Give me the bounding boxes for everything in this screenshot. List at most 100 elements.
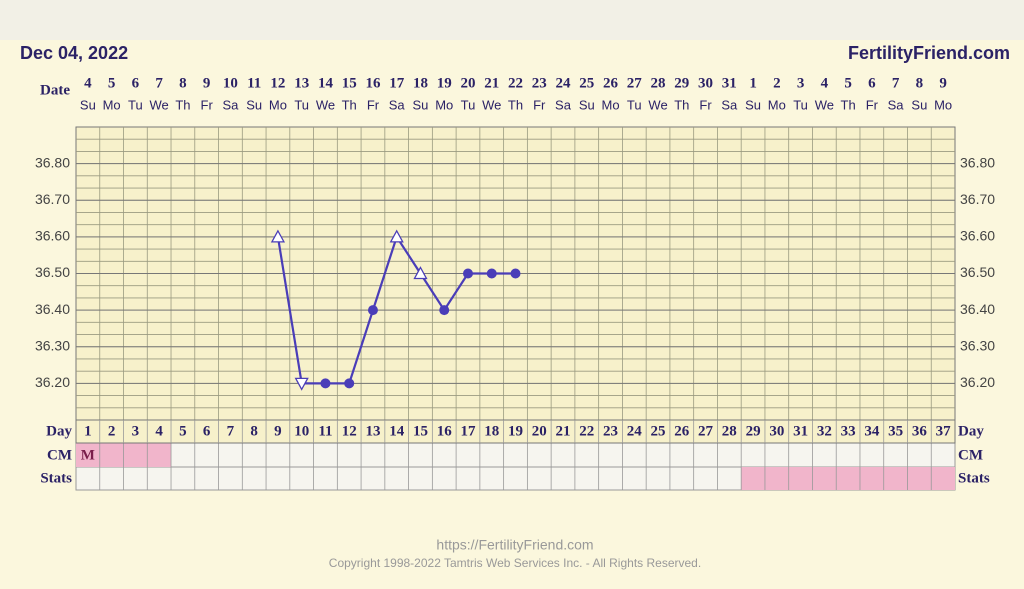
- date-number: 15: [342, 75, 357, 91]
- cm-value: M: [81, 447, 95, 463]
- weekday: Su: [413, 97, 429, 112]
- date-number: 25: [579, 75, 594, 91]
- date-number: 14: [318, 75, 334, 91]
- top-band: [0, 0, 1024, 40]
- stats-shade: [764, 467, 789, 490]
- day-number: 30: [769, 423, 784, 439]
- temperature-point: [294, 377, 309, 391]
- date-number: 11: [247, 75, 261, 91]
- weekday: Fr: [699, 97, 712, 112]
- day-number: 33: [841, 423, 856, 439]
- date-number: 24: [556, 75, 572, 91]
- weekday: We: [150, 97, 169, 112]
- day-number: 6: [203, 423, 211, 439]
- day-number: 14: [389, 423, 405, 439]
- day-number: 27: [698, 423, 714, 439]
- temperature-point: [486, 268, 497, 279]
- day-number: 2: [108, 423, 116, 439]
- weekday: Mo: [435, 97, 453, 112]
- date-number: 5: [844, 75, 852, 91]
- stats-row-label-right: Stats: [958, 470, 990, 486]
- date-number: 21: [484, 75, 499, 91]
- day-number: 26: [674, 423, 690, 439]
- row-bg: [75, 442, 956, 468]
- date-number: 5: [108, 75, 116, 91]
- y2-tick-label: 36.50: [960, 264, 995, 280]
- date-number: 6: [132, 75, 140, 91]
- day-number: 37: [936, 423, 952, 439]
- day-number: 10: [294, 423, 309, 439]
- stats-shade: [788, 467, 813, 490]
- site-name: FertilityFriend.com: [848, 43, 1010, 63]
- weekday: Fr: [866, 97, 879, 112]
- day-number: 36: [912, 423, 928, 439]
- day-number: 20: [532, 423, 547, 439]
- stats-row-label: Stats: [40, 470, 72, 486]
- day-number: 1: [84, 423, 92, 439]
- day-number: 15: [413, 423, 428, 439]
- y-tick-label: 36.20: [35, 374, 70, 390]
- cm-shade: [147, 443, 172, 467]
- weekday: Tu: [627, 97, 642, 112]
- weekday: Sa: [222, 97, 239, 112]
- weekday: Su: [579, 97, 595, 112]
- weekday: We: [815, 97, 834, 112]
- weekday: Th: [342, 97, 357, 112]
- y2-tick-label: 36.80: [960, 154, 995, 170]
- temperature-point: [439, 305, 450, 316]
- day-number: 17: [460, 423, 476, 439]
- temperature-point: [367, 305, 378, 316]
- day-number: 13: [365, 423, 380, 439]
- date-number: 12: [270, 75, 285, 91]
- day-number: 4: [155, 423, 163, 439]
- y2-tick-label: 36.60: [960, 228, 995, 244]
- date-label: Date: [40, 82, 70, 98]
- day-number: 18: [484, 423, 499, 439]
- date-number: 20: [460, 75, 475, 91]
- day-number: 22: [579, 423, 594, 439]
- weekday: Su: [246, 97, 262, 112]
- date-number: 8: [916, 75, 924, 91]
- date-number: 18: [413, 75, 428, 91]
- weekday: Tu: [461, 97, 476, 112]
- date-number: 26: [603, 75, 619, 91]
- day-number: 34: [864, 423, 880, 439]
- date-number: 7: [892, 75, 900, 91]
- y2-tick-label: 36.20: [960, 374, 995, 390]
- weekday: We: [482, 97, 501, 112]
- day-row-label: Day: [46, 423, 72, 439]
- day-number: 28: [722, 423, 737, 439]
- date-number: 31: [722, 75, 737, 91]
- weekday: Th: [508, 97, 523, 112]
- temperature-point: [462, 268, 473, 279]
- date-number: 28: [651, 75, 666, 91]
- day-number: 9: [274, 423, 282, 439]
- footer-copyright: Copyright 1998-2022 Tamtris Web Services…: [329, 556, 701, 570]
- day-number: 16: [437, 423, 453, 439]
- weekday: Mo: [103, 97, 121, 112]
- weekday: Mo: [768, 97, 786, 112]
- day-number: 21: [556, 423, 571, 439]
- y-tick-label: 36.30: [35, 337, 70, 353]
- weekday: Tu: [128, 97, 143, 112]
- date-number: 22: [508, 75, 523, 91]
- weekday: Sa: [721, 97, 738, 112]
- y2-tick-label: 36.70: [960, 191, 995, 207]
- cm-shade: [99, 443, 124, 467]
- y-tick-label: 36.60: [35, 228, 70, 244]
- date-number: 8: [179, 75, 187, 91]
- day-number: 25: [651, 423, 666, 439]
- date-number: 17: [389, 75, 405, 91]
- day-number: 35: [888, 423, 903, 439]
- weekday: Su: [911, 97, 927, 112]
- stats-shade: [883, 467, 908, 490]
- date-number: 2: [773, 75, 781, 91]
- date-number: 30: [698, 75, 713, 91]
- weekday: Mo: [269, 97, 287, 112]
- date-number: 9: [203, 75, 211, 91]
- day-number: 11: [318, 423, 332, 439]
- y-tick-label: 36.80: [35, 154, 70, 170]
- weekday: Sa: [888, 97, 905, 112]
- chart-date: Dec 04, 2022: [20, 43, 128, 63]
